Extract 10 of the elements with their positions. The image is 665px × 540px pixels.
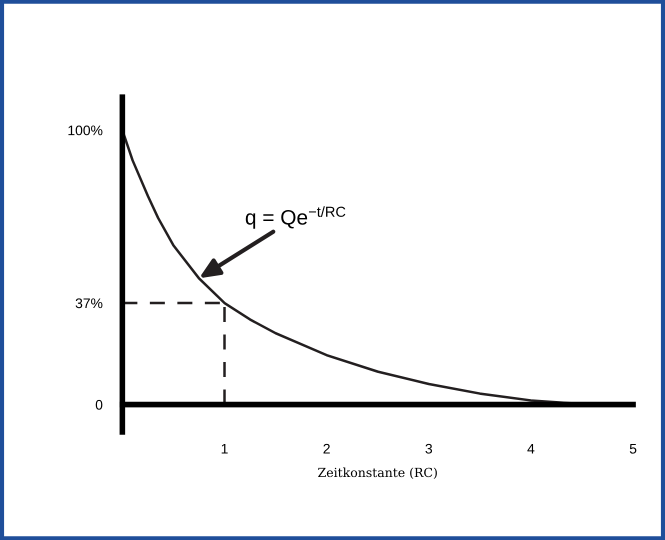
y-tick-label: 0 <box>96 400 102 410</box>
x-tick-label: 3 <box>425 444 432 454</box>
annotation: q = Qe$^{−t/RC}$ <box>246 206 346 229</box>
x-tick-label: 1 <box>222 444 228 454</box>
y-tick-label: 37% <box>76 298 102 308</box>
x-axis-title: Zeitkonstante (RC) <box>318 468 437 479</box>
x-tick-label: 2 <box>323 444 330 454</box>
y-tick-label: 100% <box>68 125 102 136</box>
x-tick-label: 5 <box>630 444 636 454</box>
x-tick-label: 4 <box>527 444 534 454</box>
